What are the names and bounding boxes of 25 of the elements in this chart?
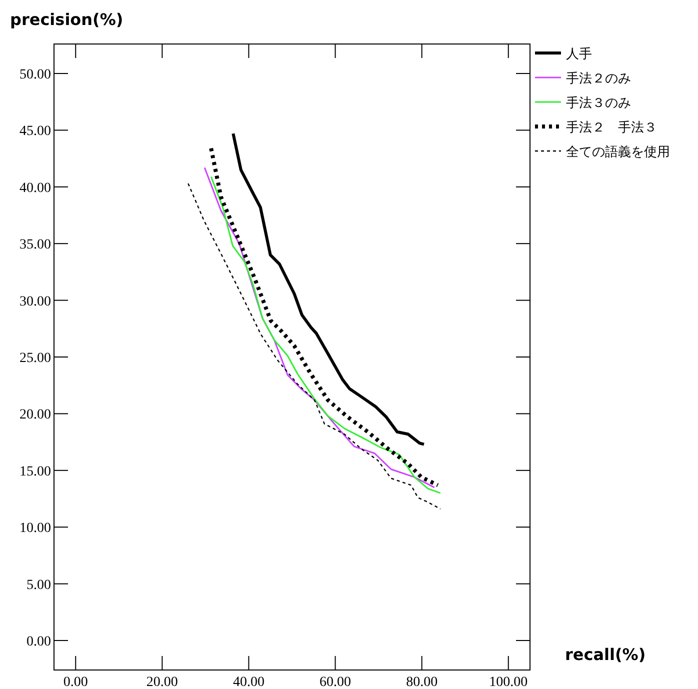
x-tick-label: 40.00 <box>232 675 264 689</box>
legend-label: 手法２ 手法３ <box>566 120 657 136</box>
y-tick-label: 15.00 <box>20 464 51 480</box>
line-series <box>232 132 426 446</box>
y-tick-label: 45.00 <box>20 124 51 140</box>
legend-label: 手法３のみ <box>566 96 631 111</box>
y-tick-label: 35.00 <box>20 238 51 253</box>
y-tick-label: 20.00 <box>20 408 51 423</box>
y-tick-label: 30.00 <box>20 294 51 310</box>
x-tick-label: 20.00 <box>146 675 178 689</box>
y-axis-title: precision(%) <box>10 10 124 29</box>
x-axis-title: recall(%) <box>565 645 646 664</box>
legend-label: 人手 <box>566 47 592 62</box>
y-tick-label: 40.00 <box>20 180 51 196</box>
x-tick-label: 0.00 <box>63 675 88 689</box>
legend-label: 全ての語義を使用 <box>566 145 670 160</box>
y-tick-label: 50.00 <box>20 67 51 82</box>
y-tick-label: 25.00 <box>20 351 51 366</box>
legend-label: 手法２のみ <box>566 72 631 86</box>
y-tick-label: 10.00 <box>20 521 51 536</box>
y-tick-label: 0.00 <box>26 634 51 650</box>
x-tick-label: 100.00 <box>489 675 528 689</box>
x-tick-label: 60.00 <box>320 675 352 689</box>
y-tick-label: 5.00 <box>26 578 51 593</box>
x-tick-label: 80.00 <box>406 675 438 689</box>
